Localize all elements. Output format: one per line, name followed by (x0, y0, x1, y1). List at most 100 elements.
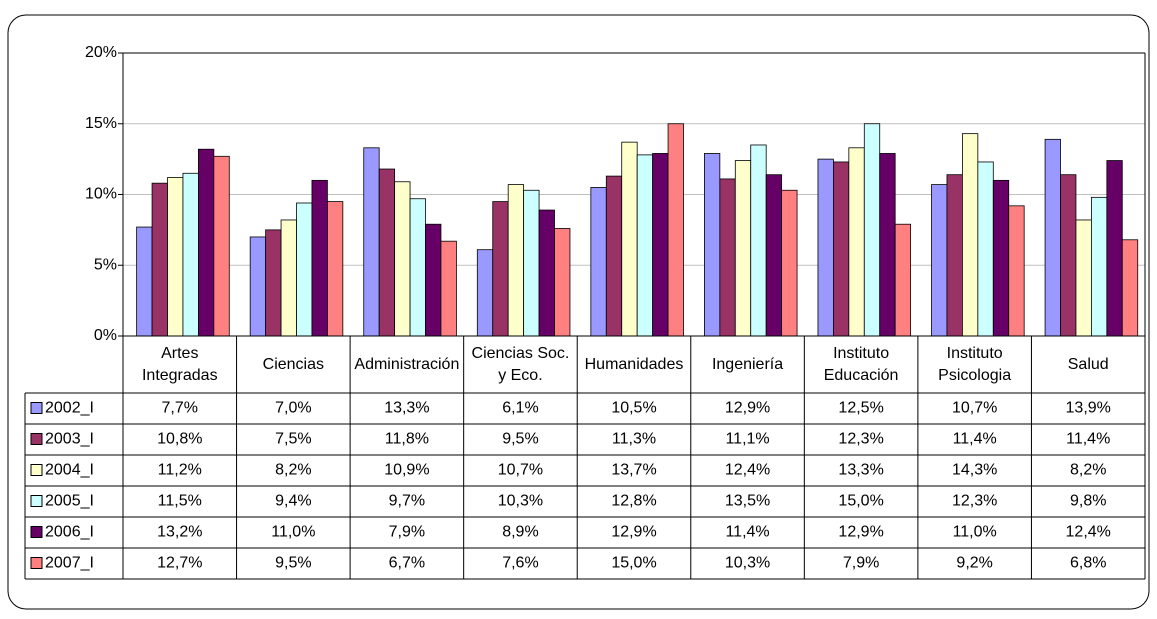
table-value: 9,2% (956, 555, 992, 572)
y-tick-label: 20% (85, 44, 117, 61)
table-value: 11,0% (271, 524, 315, 541)
bar (765, 174, 783, 337)
bar (750, 144, 767, 337)
y-tick-label: 0% (94, 327, 117, 344)
bar (136, 226, 153, 337)
bar (296, 202, 313, 337)
table-value: 12,4% (1066, 524, 1111, 541)
bar (167, 177, 184, 337)
bar (1044, 138, 1061, 337)
table-value: 7,7% (162, 400, 198, 417)
x-tick-label: Humanidades (584, 355, 684, 373)
bar (590, 187, 607, 337)
table-value: 11,4% (1066, 431, 1110, 448)
x-tick-label: Instituto Psicologia (938, 344, 1012, 384)
bar (1008, 205, 1025, 337)
table-value: 7,9% (389, 524, 425, 541)
legend-marker (30, 495, 43, 507)
table-value: 12,3% (838, 431, 883, 448)
table-value: 8,2% (1070, 462, 1106, 479)
table-value: 11,3% (612, 431, 656, 448)
table-value: 12,9% (725, 400, 770, 417)
y-tick-label: 15% (85, 115, 117, 132)
table-value: 10,7% (498, 462, 543, 479)
chart-border (7, 14, 1150, 610)
bar (863, 123, 881, 337)
legend-marker (30, 402, 43, 414)
table-value: 9,5% (275, 555, 311, 572)
bar (523, 189, 540, 337)
table-value: 10,3% (725, 555, 770, 572)
bar (894, 223, 912, 337)
table-value: 11,1% (725, 431, 769, 448)
bar (652, 153, 669, 337)
table-value: 13,5% (725, 493, 770, 510)
bar (817, 158, 834, 337)
bar (1075, 219, 1092, 337)
table-value: 14,3% (952, 462, 997, 479)
bar (879, 153, 896, 337)
table-value: 6,1% (502, 400, 538, 417)
table-value: 9,4% (275, 493, 311, 510)
table-value: 11,8% (385, 431, 429, 448)
table-value: 13,2% (157, 524, 202, 541)
table-value: 10,9% (384, 462, 429, 479)
table-value: 12,4% (725, 462, 770, 479)
bar (667, 123, 684, 337)
legend-marker (30, 526, 43, 538)
bar (425, 223, 442, 337)
bar (182, 172, 199, 337)
bar (1121, 239, 1139, 337)
table-value: 11,0% (953, 524, 997, 541)
bar (1106, 160, 1123, 337)
bar (249, 236, 267, 337)
table-value: 11,4% (953, 431, 997, 448)
table-value: 10,7% (952, 400, 997, 417)
table-value: 13,3% (384, 400, 429, 417)
table-value: 11,5% (158, 493, 202, 510)
table-value: 13,9% (1066, 400, 1111, 417)
bar (621, 141, 638, 337)
bar (962, 133, 979, 337)
bar (554, 228, 571, 337)
table-value: 12,7% (157, 555, 202, 572)
x-tick-label: Instituto Educación (823, 344, 899, 384)
table-value: 13,3% (838, 462, 883, 479)
bar (1091, 196, 1108, 337)
bar (440, 240, 457, 337)
table-value: 15,0% (838, 493, 883, 510)
table-value: 10,5% (611, 400, 656, 417)
bar (326, 201, 344, 337)
bar (704, 153, 721, 337)
table-value: 7,5% (275, 431, 311, 448)
bar (394, 181, 411, 337)
bar (992, 179, 1010, 337)
table-value: 12,5% (838, 400, 883, 417)
legend-label: 2007_I (45, 555, 94, 572)
bar (409, 198, 426, 337)
x-tick-label: Ciencias (262, 355, 324, 373)
legend-label: 2004_I (45, 462, 94, 479)
table-value: 12,9% (838, 524, 883, 541)
bar (280, 219, 297, 337)
table-value: 7,0% (275, 400, 311, 417)
legend-marker (30, 557, 43, 569)
bar (605, 175, 623, 337)
table-value: 9,7% (389, 493, 425, 510)
bar (977, 161, 994, 337)
table-value: 11,2% (158, 462, 202, 479)
legend-label: 2003_I (45, 431, 94, 448)
bar (492, 201, 509, 337)
legend-label: 2006_I (45, 524, 94, 541)
bar (311, 179, 328, 337)
legend-label: 2002_I (45, 400, 94, 417)
bar (378, 168, 396, 337)
table-value: 11,4% (725, 524, 769, 541)
table-value: 8,2% (275, 462, 311, 479)
table-value: 10,3% (498, 493, 543, 510)
x-tick-label: Artes Integradas (141, 344, 218, 384)
bar (363, 147, 380, 337)
legend-label: 2005_I (45, 493, 94, 510)
